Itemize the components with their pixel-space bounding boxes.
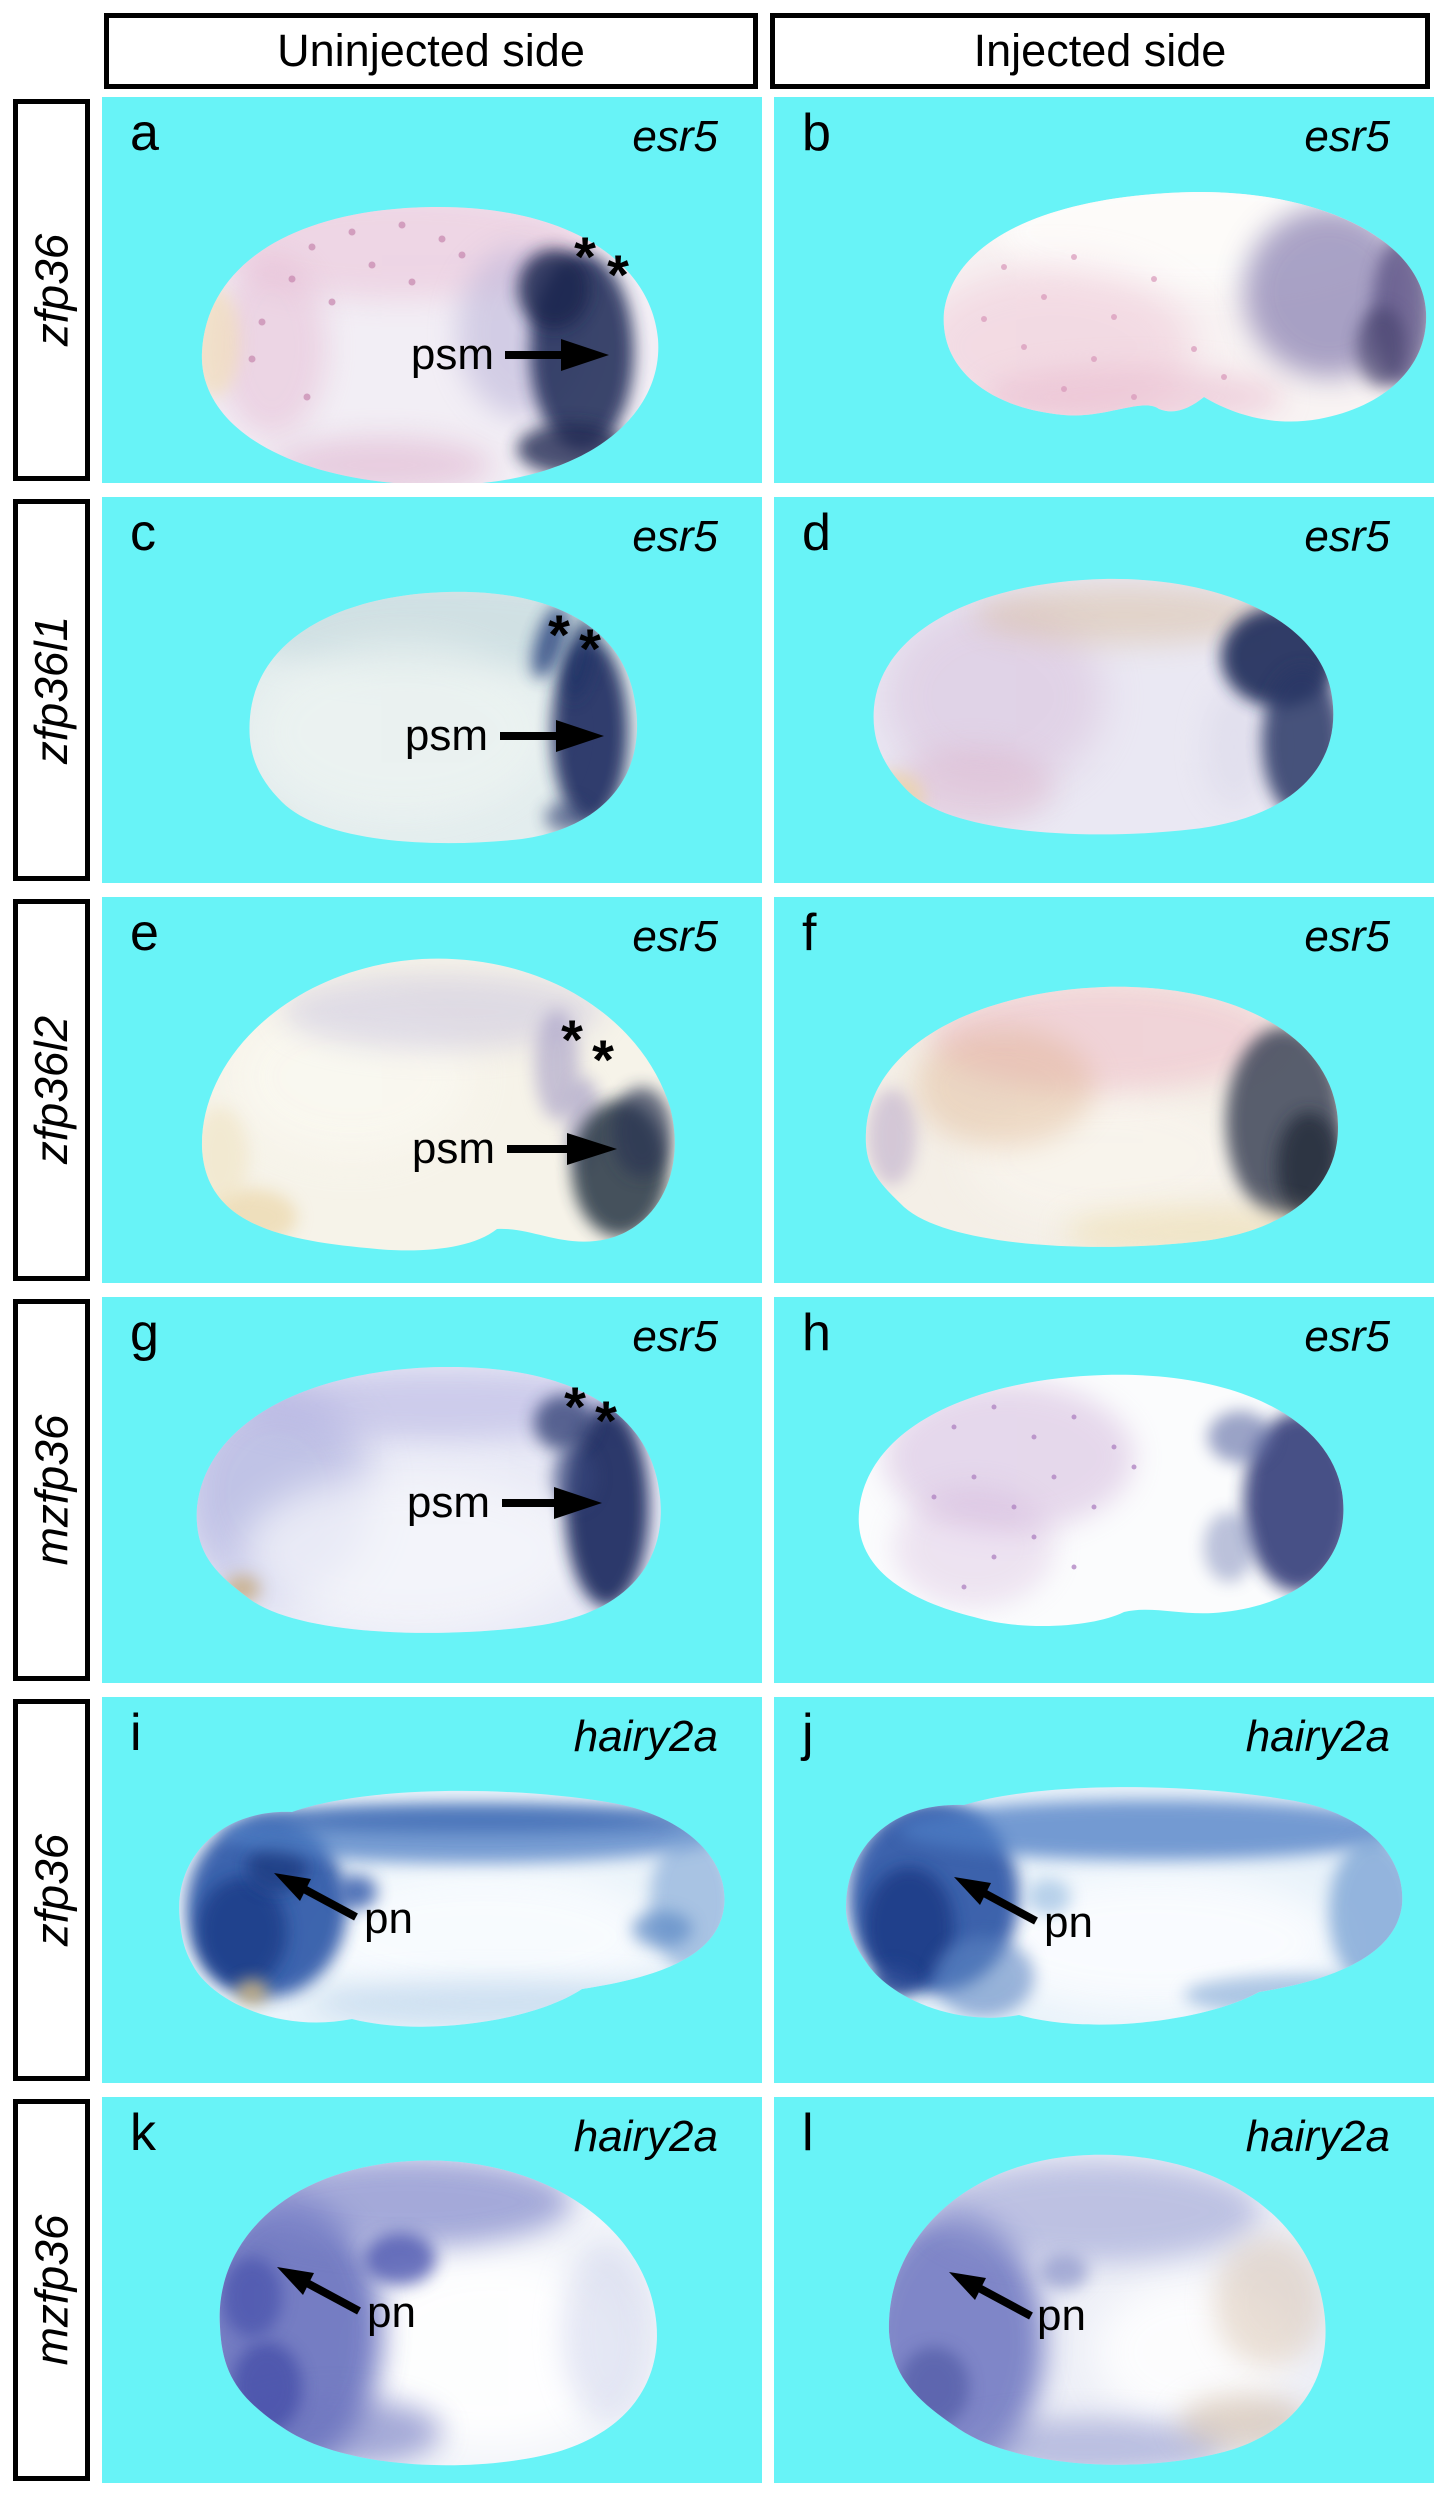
psm-label: psm bbox=[411, 1124, 495, 1173]
probe-label: esr5 bbox=[632, 912, 718, 961]
pn-label: pn bbox=[367, 2288, 416, 2337]
panel-a: a esr5 * * psm bbox=[102, 97, 762, 483]
gene-label: zfp36l2 bbox=[25, 1015, 78, 1165]
panel-l: l hairy2a pn bbox=[774, 2097, 1434, 2483]
embryo-image bbox=[943, 191, 1427, 422]
gene-label-box-row6: mzfp36 bbox=[13, 2099, 90, 2481]
panel-e: e esr5 * * psm bbox=[102, 897, 762, 1283]
panel-g: g esr5 * * psm bbox=[102, 1297, 762, 1683]
panel-letter: d bbox=[802, 504, 831, 562]
probe-label: esr5 bbox=[1304, 512, 1390, 561]
panel-i: i hairy2a pn bbox=[102, 1697, 762, 2083]
asterisk-icon: * bbox=[595, 1389, 617, 1453]
embryo-image bbox=[888, 2154, 1326, 2465]
embryo-image bbox=[873, 578, 1334, 835]
panel-h: h esr5 bbox=[774, 1297, 1434, 1683]
header-injected-label: Injected side bbox=[973, 25, 1227, 76]
arrow-right-icon bbox=[502, 1487, 602, 1519]
probe-label: esr5 bbox=[632, 112, 718, 161]
gene-label-box-row1: zfp36 bbox=[13, 99, 90, 481]
panel-j: j hairy2a pn bbox=[774, 1697, 1434, 2083]
pn-label: pn bbox=[1044, 1898, 1093, 1947]
embryo-image bbox=[201, 958, 675, 1251]
gene-label: zfp36l1 bbox=[25, 615, 78, 765]
header-uninjected-side: Uninjected side bbox=[104, 13, 758, 89]
panel-k: k hairy2a pn bbox=[102, 2097, 762, 2483]
header-uninjected-label: Uninjected side bbox=[277, 25, 585, 76]
gene-label: zfp36 bbox=[25, 233, 78, 347]
asterisk-icon: * bbox=[607, 243, 629, 307]
panel-letter: h bbox=[802, 1304, 831, 1362]
gene-label-box-row3: zfp36l2 bbox=[13, 899, 90, 1281]
panel-letter: j bbox=[802, 1704, 814, 1762]
embryo-image bbox=[858, 1374, 1344, 1627]
panel-letter: e bbox=[130, 904, 159, 962]
panel-f: f esr5 bbox=[774, 897, 1434, 1283]
panel-letter: k bbox=[130, 2104, 156, 2162]
probe-label: esr5 bbox=[1304, 912, 1390, 961]
psm-label: psm bbox=[406, 1478, 490, 1527]
gene-label: zfp36 bbox=[25, 1833, 78, 1947]
asterisk-icon: * bbox=[561, 1008, 583, 1072]
panel-letter: l bbox=[802, 2104, 814, 2162]
pn-label: pn bbox=[1037, 2291, 1086, 2340]
panel-letter: a bbox=[130, 104, 159, 162]
probe-label: hairy2a bbox=[1245, 2112, 1390, 2161]
gene-label: mzfp36 bbox=[25, 1414, 78, 1566]
asterisk-icon: * bbox=[579, 617, 601, 681]
panel-letter: i bbox=[130, 1704, 142, 1762]
arrow-right-icon bbox=[505, 339, 609, 371]
asterisk-icon: * bbox=[574, 225, 596, 289]
psm-label: psm bbox=[410, 330, 494, 379]
panel-c: c esr5 * * psm bbox=[102, 497, 762, 883]
arrow-up-left-icon bbox=[954, 1877, 1038, 1925]
arrow-up-left-icon bbox=[274, 1873, 358, 1921]
asterisk-icon: * bbox=[564, 1375, 586, 1439]
gene-label-box-row4: mzfp36 bbox=[13, 1299, 90, 1681]
panel-letter: f bbox=[802, 904, 817, 962]
probe-label: esr5 bbox=[1304, 1312, 1390, 1361]
probe-label: esr5 bbox=[632, 512, 718, 561]
psm-label: psm bbox=[404, 711, 488, 760]
embryo-image bbox=[179, 1790, 725, 2027]
arrow-up-left-icon bbox=[949, 2272, 1033, 2320]
embryo-image bbox=[865, 986, 1339, 1247]
panel-letter: b bbox=[802, 104, 831, 162]
embryo-image bbox=[201, 206, 659, 483]
panel-letter: c bbox=[130, 504, 156, 562]
header-injected-side: Injected side bbox=[770, 13, 1430, 89]
asterisk-icon: * bbox=[548, 603, 570, 667]
probe-label: esr5 bbox=[1304, 112, 1390, 161]
gene-label-box-row5: zfp36 bbox=[13, 1699, 90, 2081]
embryo-image bbox=[249, 591, 638, 844]
panel-letter: g bbox=[130, 1304, 159, 1362]
arrow-right-icon bbox=[507, 1133, 617, 1165]
arrow-right-icon bbox=[500, 720, 604, 752]
panel-d: d esr5 bbox=[774, 497, 1434, 883]
probe-label: hairy2a bbox=[573, 2112, 718, 2161]
embryo-image bbox=[219, 2160, 657, 2466]
gene-label-box-row2: zfp36l1 bbox=[13, 499, 90, 881]
embryo-image bbox=[196, 1366, 661, 1633]
probe-label: hairy2a bbox=[1245, 1712, 1390, 1761]
asterisk-icon: * bbox=[592, 1028, 614, 1092]
embryo-image bbox=[845, 1787, 1403, 2025]
probe-label: hairy2a bbox=[573, 1712, 718, 1761]
panel-b: b esr5 bbox=[774, 97, 1434, 483]
arrow-up-left-icon bbox=[277, 2267, 361, 2315]
gene-label: mzfp36 bbox=[25, 2214, 78, 2366]
pn-label: pn bbox=[364, 1894, 413, 1943]
probe-label: esr5 bbox=[632, 1312, 718, 1361]
